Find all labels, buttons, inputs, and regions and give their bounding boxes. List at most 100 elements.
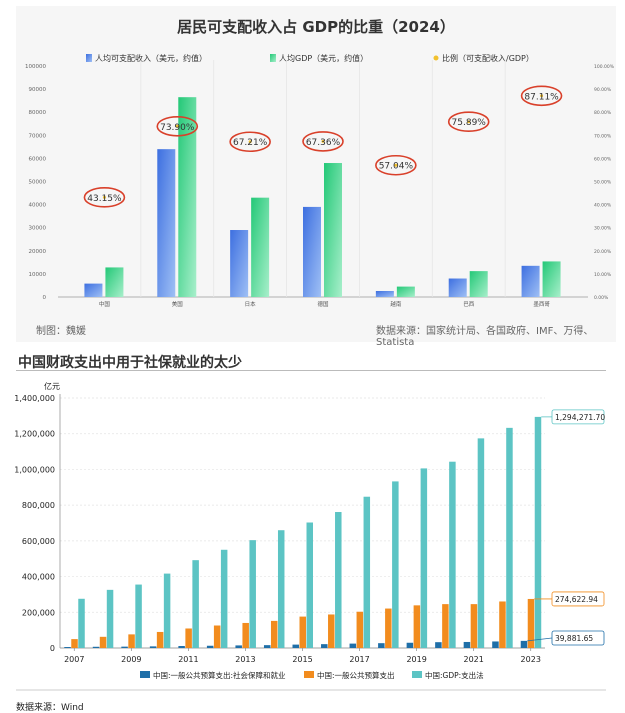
bar-gdp [534,416,542,648]
ratio-point [540,94,544,98]
ratio-highlight-circle [447,111,490,132]
ratio-label: 57.04% [379,162,414,172]
bar-budget-expenditure [527,598,535,648]
x-tick-label: 美国 [172,300,184,308]
bar-budget-expenditure [242,622,249,648]
callout-label: 1,294,271.70 [555,413,605,422]
ratio-point [394,163,398,167]
x-tick-label: 2011 [178,655,198,664]
x-tick-label: 中国 [99,300,111,308]
ratio-highlight-circle [83,187,126,208]
x-tick-label: 日本 [245,300,257,308]
bar-social-security [292,644,299,648]
bar-gdp [363,496,371,648]
bottom-footnote: 数据来源：Wind [16,703,84,713]
bar-social-security [92,646,100,648]
x-tick-label: 2009 [121,655,141,664]
legend-marker-1 [304,671,314,678]
y-tick-label: 0 [43,295,47,301]
y-tick-label: 10000 [29,272,47,278]
bar-social-security [149,646,157,648]
ratio-point [248,140,252,144]
ratio-label: 75.89% [452,118,487,128]
y2-tick-label: 0.00% [594,295,609,301]
legend-marker-2 [412,671,422,678]
bar-gdp [251,197,270,297]
bar-gdp [135,584,142,648]
bar-gdp [469,271,488,297]
ratio-label: 73.90% [160,123,195,133]
bar-gdp [277,530,285,648]
y-tick-label: 1,000,000 [14,465,55,474]
bar-budget-expenditure [413,605,421,648]
bar-budget-expenditure [156,631,164,648]
bar-income [303,206,321,297]
bar-gdp [335,512,342,648]
callout-label: 39,881.65 [555,634,593,643]
y-tick-label: 80000 [29,110,47,116]
bar-social-security [263,645,271,648]
bar-gdp [106,589,114,648]
bar-budget-expenditure [328,614,335,648]
bar-social-security [206,645,214,648]
x-tick-label: 2015 [292,655,312,664]
ratio-point [175,124,179,128]
y-tick-label: 70000 [29,133,47,139]
bar-gdp [420,468,428,648]
x-tick-label: 越南 [390,300,402,308]
y2-tick-label: 60.00% [594,156,612,162]
y2-tick-label: 30.00% [594,226,612,232]
bar-social-security [121,646,128,648]
bar-social-security [349,643,357,648]
legend-label: 人均GDP（美元，约值） [279,53,368,63]
legend-label: 比例（可支配收入/GDP） [442,53,534,63]
y2-tick-label: 70.00% [594,133,612,139]
y-tick-label: 1,400,000 [14,394,55,403]
y2-tick-label: 50.00% [594,180,612,186]
bar-budget-expenditure [499,601,506,648]
bar-gdp [105,267,124,297]
bar-income [230,230,249,297]
top-chart-svg: 0 10000 20000 30000 40000 50000 60000 70000 8000… [25,53,615,308]
y-tick-label: 200,000 [22,608,55,617]
y-axis-unit-label: 亿元 [44,381,60,391]
y-tick-label: 50000 [29,180,47,186]
bar-social-security [463,641,471,648]
y2-tick-label: 80.00% [594,110,612,116]
bar-social-security [378,643,385,648]
x-tick-label: 2023 [521,655,541,664]
bar-gdp [506,427,513,648]
ratio-label: 67.21% [233,138,268,148]
legend-marker-0 [140,671,150,678]
bar-gdp [220,549,228,648]
bar-income [448,278,467,297]
legend-marker-1 [270,54,276,62]
ratio-highlight-circle [302,131,344,152]
bottom-title-rule [16,370,606,371]
legend-label: 中国:一般公共预算支出:社会保障和就业 [153,670,286,680]
ratio-label: 87.11% [524,92,559,102]
bar-social-security [321,644,328,648]
ratio-highlight-circle [156,115,199,137]
bar-gdp [249,540,256,648]
y-tick-label: 400,000 [22,573,55,582]
bar-budget-expenditure [213,625,221,648]
x-tick-label: 2019 [406,655,426,664]
y-tick-label: 800,000 [22,501,55,510]
bar-social-security [64,647,71,648]
bar-income [375,290,394,297]
bar-budget-expenditure [71,639,78,648]
callout-box [551,409,605,425]
y2-tick-label: 40.00% [594,203,612,209]
x-tick-label: 墨西哥 [533,301,550,308]
bar-social-security [492,641,499,648]
bar-gdp [477,438,485,648]
bar-budget-expenditure [299,616,306,648]
bar-budget-expenditure [99,636,107,648]
legend-label: 人均可支配收入（美元，约值） [95,53,207,63]
y-tick-label: 0 [50,644,55,653]
x-tick-label: 巴西 [463,301,475,308]
legend-marker-0 [86,54,92,62]
bar-gdp [542,261,561,297]
y2-tick-label: 20.00% [594,249,612,255]
